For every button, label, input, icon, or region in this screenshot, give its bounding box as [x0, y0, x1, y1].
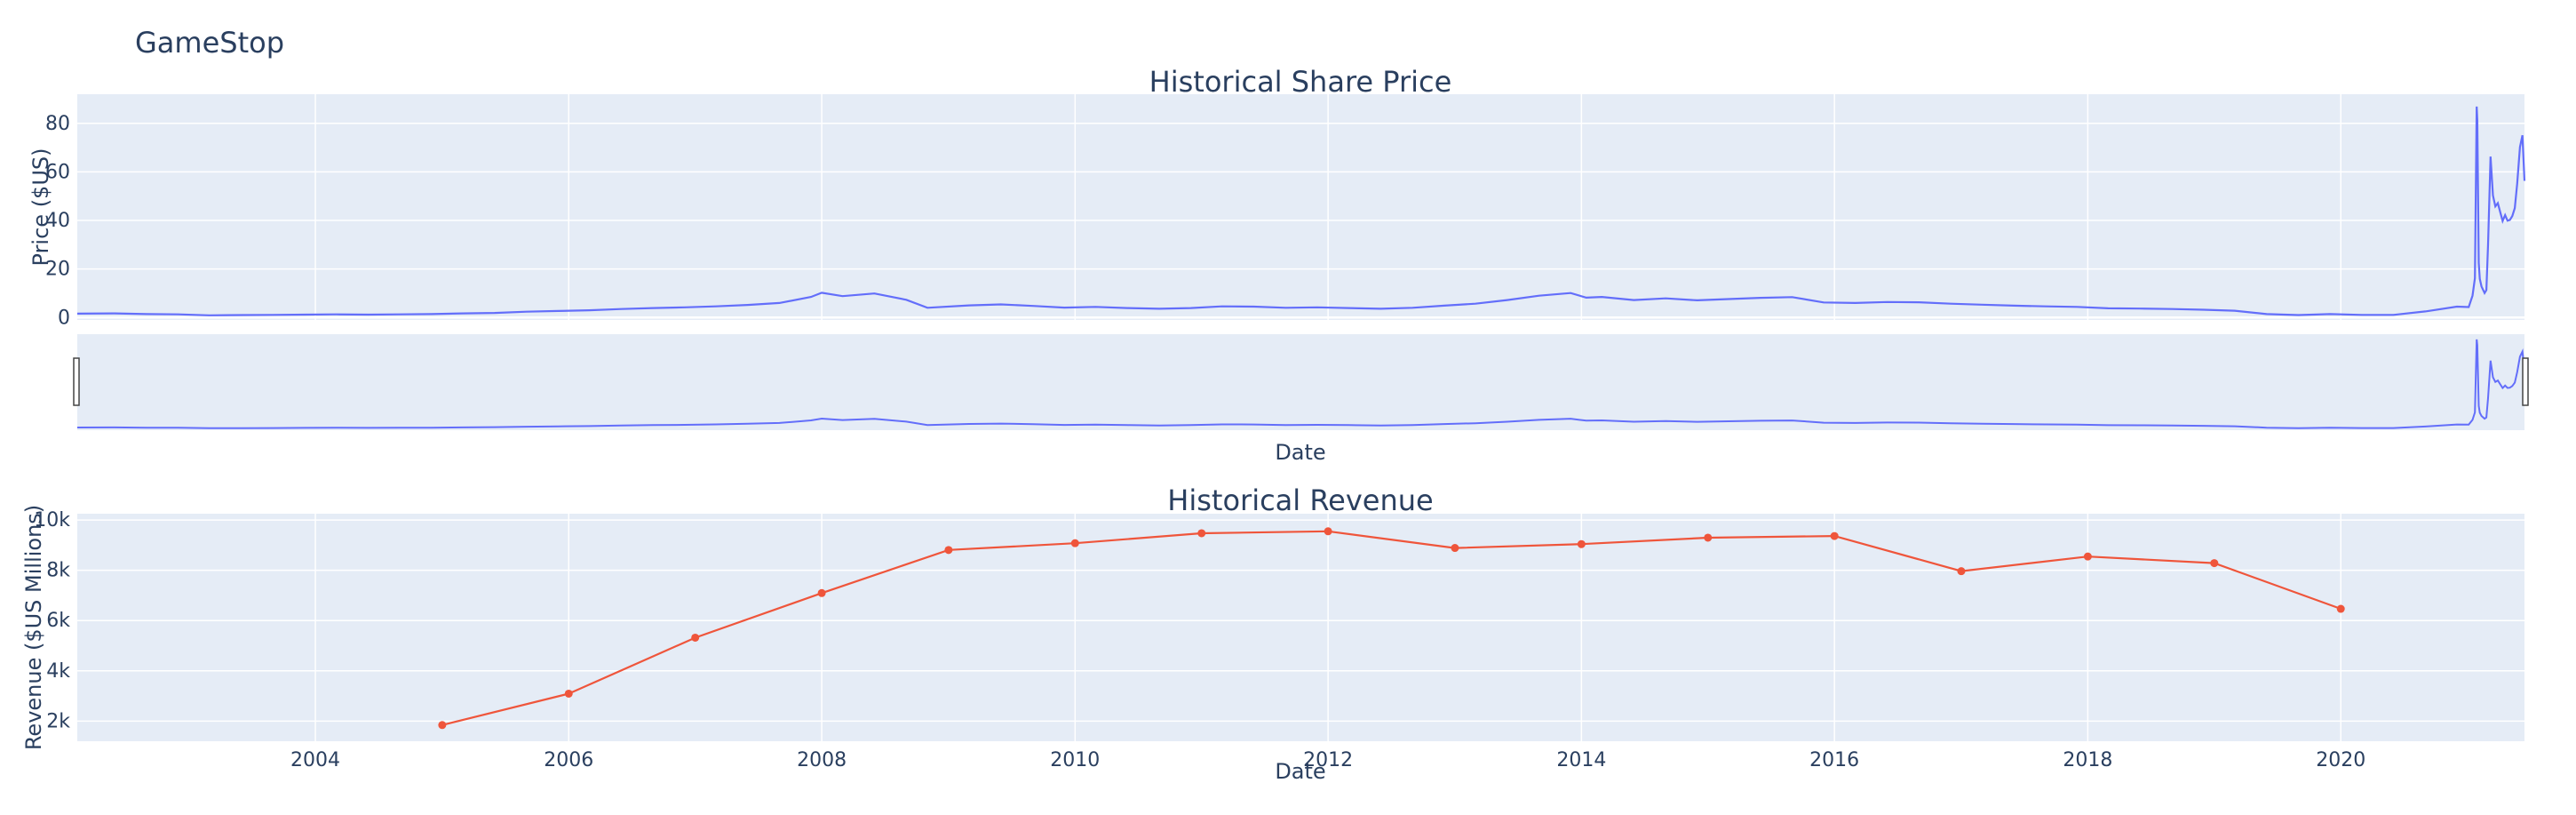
range-slider[interactable]: Date — [73, 334, 2529, 465]
revenue-y-tick-label: 2k — [46, 710, 70, 732]
revenue-point — [1070, 539, 1079, 547]
figure-title: GameStop — [135, 26, 284, 60]
revenue-point — [1957, 567, 1966, 576]
revenue-point — [1451, 544, 1459, 553]
range-slider-left-handle[interactable] — [73, 357, 80, 406]
price-y-tick-label: 60 — [45, 161, 70, 183]
revenue-series-line — [441, 530, 2341, 726]
price-y-tick-labels: 0 20 40 60 80 — [45, 113, 70, 329]
price-plot-area[interactable] — [77, 94, 2524, 320]
range-slider-series-line — [76, 339, 2525, 429]
price-series-line — [76, 106, 2526, 316]
revenue-point — [1197, 529, 1206, 538]
revenue-y-tick-label: 4k — [46, 660, 70, 683]
revenue-x-axis-title: Date — [1275, 759, 1325, 784]
revenue-point — [944, 546, 953, 555]
revenue-point — [438, 721, 447, 730]
revenue-chart-title: Historical Revenue — [1167, 483, 1433, 517]
revenue-x-tick-labels: 2004 2006 2008 2010 2012 2014 2016 2018 2020 — [290, 749, 2365, 771]
revenue-point — [817, 588, 826, 597]
revenue-y-tick-label: 6k — [46, 610, 70, 632]
price-y-axis-title: Price ($US) — [28, 148, 53, 267]
revenue-x-tick-label: 2010 — [1050, 749, 1100, 771]
revenue-point — [1324, 527, 1332, 536]
range-slider-right-handle[interactable] — [2522, 357, 2529, 406]
revenue-point — [691, 633, 700, 642]
price-y-tick-label: 0 — [58, 307, 70, 329]
revenue-point — [1577, 539, 1586, 548]
revenue-x-tick-label: 2006 — [544, 749, 593, 771]
revenue-point — [2083, 552, 2092, 561]
price-y-tick-label: 40 — [45, 210, 70, 232]
revenue-point — [2336, 604, 2345, 613]
price-y-tick-label: 80 — [45, 113, 70, 135]
revenue-y-tick-label: 10k — [34, 509, 70, 531]
revenue-point — [564, 689, 573, 698]
revenue-x-tick-label: 2012 — [1303, 749, 1353, 771]
revenue-point — [1704, 533, 1713, 542]
revenue-point — [1830, 531, 1839, 540]
revenue-gridlines — [77, 514, 2524, 741]
revenue-x-tick-label: 2014 — [1556, 749, 1606, 771]
price-chart[interactable]: Historical Share Price 0 20 40 60 80 Price (… — [28, 65, 2526, 329]
revenue-y-tick-labels: 2k 4k 6k 8k 10k — [34, 509, 70, 732]
price-x-axis-title: Date — [1275, 440, 1325, 465]
revenue-x-tick-label: 2008 — [797, 749, 847, 771]
revenue-markers — [438, 527, 2345, 730]
range-slider-track[interactable] — [77, 334, 2524, 430]
revenue-x-tick-label: 2004 — [290, 749, 340, 771]
price-gridlines — [77, 94, 2524, 320]
revenue-plot-area[interactable] — [77, 514, 2524, 741]
price-chart-title: Historical Share Price — [1149, 65, 1452, 99]
revenue-x-tick-label: 2018 — [2063, 749, 2112, 771]
revenue-x-tick-label: 2016 — [1809, 749, 1859, 771]
revenue-y-tick-label: 8k — [46, 560, 70, 582]
price-y-tick-label: 20 — [45, 259, 70, 281]
revenue-point — [2210, 559, 2219, 568]
revenue-y-axis-title: Revenue ($US Millions) — [21, 505, 46, 750]
revenue-x-tick-label: 2020 — [2316, 749, 2365, 771]
